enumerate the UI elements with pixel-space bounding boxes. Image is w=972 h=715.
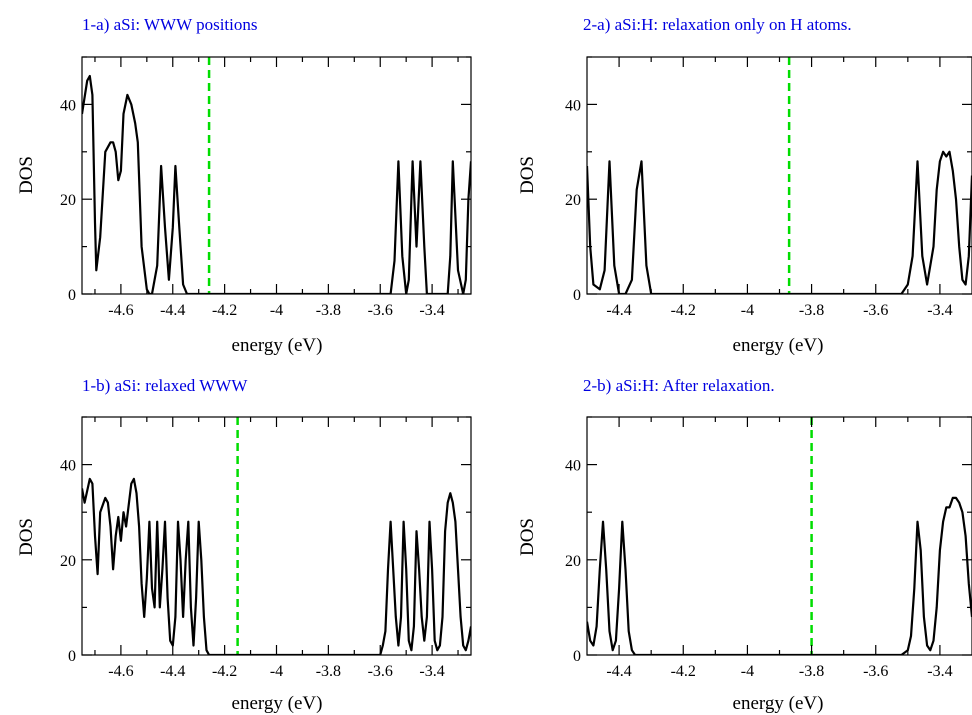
y-tick-label: 40: [60, 97, 76, 114]
y-tick-label: 0: [68, 648, 76, 665]
x-tick-label: -3.6: [863, 302, 888, 319]
x-tick-label: -4.2: [671, 302, 696, 319]
dos-curve: [82, 477, 471, 655]
y-tick-label: 40: [565, 97, 581, 114]
y-tick-label: 0: [573, 648, 581, 665]
x-tick-label: -3.4: [927, 302, 952, 319]
x-tick-label: -4.4: [606, 302, 631, 319]
y-tick-label: 20: [60, 553, 76, 570]
x-axis-label: energy (eV): [232, 693, 323, 714]
y-tick-label: 20: [565, 192, 581, 209]
x-tick-label: -4: [270, 663, 283, 680]
dos-curve: [587, 150, 972, 294]
y-axis-label: DOS: [517, 156, 538, 194]
x-axis-label: energy (eV): [733, 693, 824, 714]
x-tick-label: -4: [270, 302, 283, 319]
y-tick-label: 40: [60, 458, 76, 475]
x-tick-label: -4.6: [108, 663, 133, 680]
chart-panel-2b: 2-b) aSi:H: After relaxation. DOS energy…: [517, 376, 972, 714]
chart-title: 1-a) aSi: WWW positions: [82, 15, 258, 34]
plot-frame: [586, 416, 972, 656]
y-tick-label: 40: [565, 458, 581, 475]
dos-curve: [82, 74, 471, 294]
x-tick-label: -4.4: [160, 663, 185, 680]
chart-title: 2-a) aSi:H: relaxation only on H atoms.: [583, 15, 852, 34]
x-tick-label: -3.8: [799, 663, 824, 680]
x-tick-label: -3.4: [419, 663, 444, 680]
x-tick-label: -3.8: [316, 302, 341, 319]
x-tick-label: -3.4: [927, 663, 952, 680]
x-axis-label: energy (eV): [733, 335, 824, 356]
x-axis-label: energy (eV): [232, 335, 323, 356]
x-tick-label: -3.8: [799, 302, 824, 319]
y-tick-label: 0: [68, 287, 76, 304]
x-tick-label: -3.4: [419, 302, 444, 319]
x-tick-label: -3.6: [863, 663, 888, 680]
dos-curve: [587, 496, 972, 655]
y-axis-label: DOS: [16, 156, 37, 194]
x-tick-label: -4.4: [160, 302, 185, 319]
x-tick-label: -3.8: [316, 663, 341, 680]
chart-title: 2-b) aSi:H: After relaxation.: [583, 376, 775, 395]
chart-panel-1b: 1-b) aSi: relaxed WWW DOS energy (eV) -4…: [16, 376, 472, 714]
chart-panel-1a: 1-a) aSi: WWW positions DOS energy (eV) …: [16, 15, 472, 356]
plot-frame: [586, 56, 972, 295]
x-tick-label: -4.2: [671, 663, 696, 680]
chart-panel-2a: 2-a) aSi:H: relaxation only on H atoms. …: [517, 15, 972, 356]
x-tick-label: -4: [741, 663, 754, 680]
y-tick-label: 0: [573, 287, 581, 304]
x-tick-label: -3.6: [368, 302, 393, 319]
x-tick-label: -4.2: [212, 302, 237, 319]
x-tick-label: -4.6: [108, 302, 133, 319]
y-axis-label: DOS: [517, 518, 538, 556]
x-tick-label: -4.4: [606, 663, 631, 680]
y-tick-label: 20: [60, 192, 76, 209]
chart-title: 1-b) aSi: relaxed WWW: [82, 376, 248, 395]
y-tick-label: 20: [565, 553, 581, 570]
x-tick-label: -4: [741, 302, 754, 319]
x-tick-label: -3.6: [368, 663, 393, 680]
x-tick-label: -4.2: [212, 663, 237, 680]
y-axis-label: DOS: [16, 518, 37, 556]
